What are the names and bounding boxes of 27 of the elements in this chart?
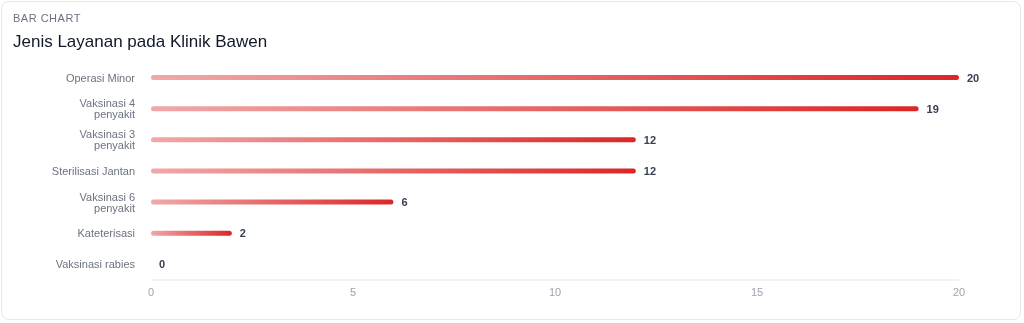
data-label: 12 bbox=[643, 133, 657, 146]
data-label: 0 bbox=[159, 258, 166, 271]
bar bbox=[151, 230, 232, 236]
x-tick-label: 5 bbox=[349, 285, 357, 298]
bar bbox=[151, 199, 394, 205]
bar bbox=[151, 137, 636, 143]
data-label: 20 bbox=[967, 71, 980, 84]
y-tick-label: Vaksinasi 4 penyakit bbox=[79, 97, 135, 121]
data-label: 12 bbox=[643, 165, 657, 177]
x-tick-label: 15 bbox=[750, 285, 764, 298]
text: BAR CHART bbox=[13, 12, 81, 24]
x-tick-label: 0 bbox=[147, 285, 155, 298]
bar bbox=[151, 168, 636, 174]
x-tick-label: 10 bbox=[548, 285, 562, 298]
bar bbox=[151, 106, 919, 112]
y-tick-label: Vaksinasi 6 penyakit bbox=[79, 190, 135, 214]
x-tick-label: 20 bbox=[952, 285, 966, 298]
y-tick-label: Vaksinasi rabies bbox=[55, 258, 136, 271]
bar bbox=[151, 75, 959, 80]
data-label: 6 bbox=[401, 196, 408, 209]
y-tick-label: Sterilisasi Jantan bbox=[51, 165, 135, 177]
data-label: 19 bbox=[926, 102, 939, 115]
y-tick-label: Operasi Minor bbox=[65, 71, 136, 84]
y-tick-label: Kateterisasi bbox=[77, 227, 135, 240]
data-label: 2 bbox=[239, 227, 246, 240]
y-tick-label: Vaksinasi 3 penyakit bbox=[79, 128, 135, 152]
chart-title: Jenis Layanan pada Klinik Bawen bbox=[13, 32, 268, 52]
